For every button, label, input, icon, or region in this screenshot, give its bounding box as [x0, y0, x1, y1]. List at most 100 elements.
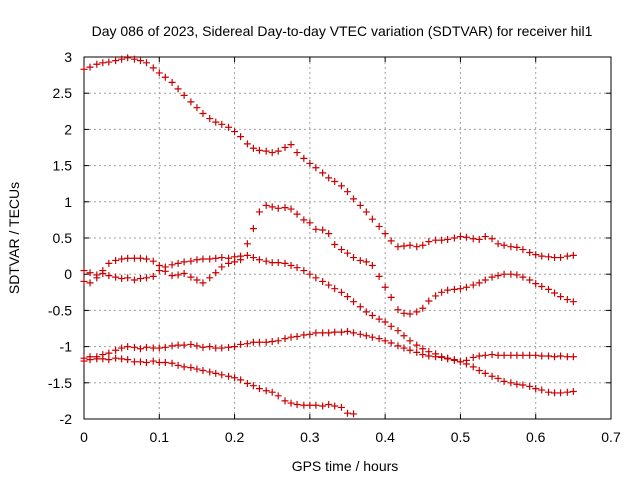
data-point [180, 363, 188, 371]
data-point [136, 345, 144, 353]
data-point [187, 340, 195, 348]
data-point [356, 201, 364, 209]
data-point [212, 269, 220, 277]
data-point [174, 341, 182, 349]
data-point [218, 371, 226, 379]
series-sat-5 [80, 354, 358, 418]
data-point [344, 249, 351, 257]
data-point [507, 243, 515, 251]
data-point [118, 344, 126, 352]
data-point [456, 358, 464, 366]
data-point [469, 281, 477, 289]
data-point [394, 342, 402, 350]
data-point [187, 98, 195, 106]
data-point [350, 329, 358, 337]
data-point [488, 351, 496, 359]
data-point [569, 387, 577, 395]
data-point [507, 351, 515, 359]
data-point [325, 401, 333, 409]
data-point [387, 339, 395, 347]
data-point [563, 353, 571, 361]
data-point [249, 382, 257, 390]
x-tick-label: 0.3 [300, 429, 320, 445]
data-point [274, 259, 282, 267]
data-point [249, 254, 257, 262]
data-point [130, 55, 138, 63]
data-point [450, 234, 458, 242]
data-point [569, 251, 577, 259]
data-point [243, 340, 251, 348]
data-point [118, 55, 126, 63]
data-point [206, 274, 214, 282]
data-point [469, 235, 477, 243]
data-point [180, 91, 188, 99]
data-point [513, 351, 521, 359]
data-point [557, 254, 565, 262]
data-point [507, 379, 515, 387]
data-point [362, 208, 370, 216]
data-point [545, 352, 553, 360]
data-point [212, 254, 220, 262]
data-point [274, 392, 282, 400]
data-point [112, 57, 120, 65]
data-point [526, 351, 534, 359]
data-point [331, 328, 339, 336]
data-point [538, 352, 546, 360]
data-point [161, 267, 169, 275]
x-axis-label: GPS time / hours [292, 458, 399, 474]
data-point [130, 358, 138, 366]
data-point [362, 308, 370, 316]
data-point [494, 240, 502, 248]
data-point [80, 65, 88, 73]
data-point [136, 275, 144, 283]
data-point [381, 283, 389, 291]
data-point [563, 252, 571, 260]
data-point [249, 144, 257, 152]
x-tick-label: 0.5 [451, 429, 471, 445]
data-point [400, 309, 408, 317]
data-point [488, 235, 496, 243]
data-point [545, 253, 553, 261]
data-point [519, 381, 527, 389]
data-point [387, 237, 395, 245]
data-point [274, 337, 282, 345]
data-point [193, 342, 201, 350]
data-point [225, 123, 233, 131]
data-point [331, 178, 339, 186]
plot-frame [83, 56, 612, 420]
data-point [331, 402, 339, 410]
data-point [206, 255, 214, 263]
data-point [306, 330, 314, 338]
x-tick-label: 0.2 [225, 429, 245, 445]
data-point [212, 118, 220, 126]
x-tick-label: 0.7 [601, 429, 621, 445]
data-point [381, 337, 389, 345]
data-point [362, 258, 370, 266]
data-point [475, 279, 483, 287]
data-point [218, 120, 226, 128]
data-point [268, 203, 276, 211]
data-point [350, 298, 358, 306]
data-point [105, 349, 113, 357]
data-point [450, 285, 458, 293]
data-point [274, 147, 282, 155]
data-point [368, 215, 376, 223]
data-point [444, 286, 452, 294]
data-point [526, 248, 534, 256]
data-point [526, 382, 534, 390]
data-point [193, 104, 201, 112]
data-point [344, 409, 351, 417]
data-point [168, 261, 176, 269]
data-point [268, 149, 276, 157]
data-point [319, 277, 327, 285]
data-point [532, 385, 540, 393]
data-point [400, 344, 408, 352]
data-point [193, 276, 201, 284]
data-point [255, 208, 263, 216]
data-point [118, 355, 126, 363]
data-point [538, 252, 546, 260]
data-point [500, 241, 508, 249]
data-point [168, 78, 176, 86]
data-point [350, 195, 358, 203]
data-point [112, 273, 120, 281]
